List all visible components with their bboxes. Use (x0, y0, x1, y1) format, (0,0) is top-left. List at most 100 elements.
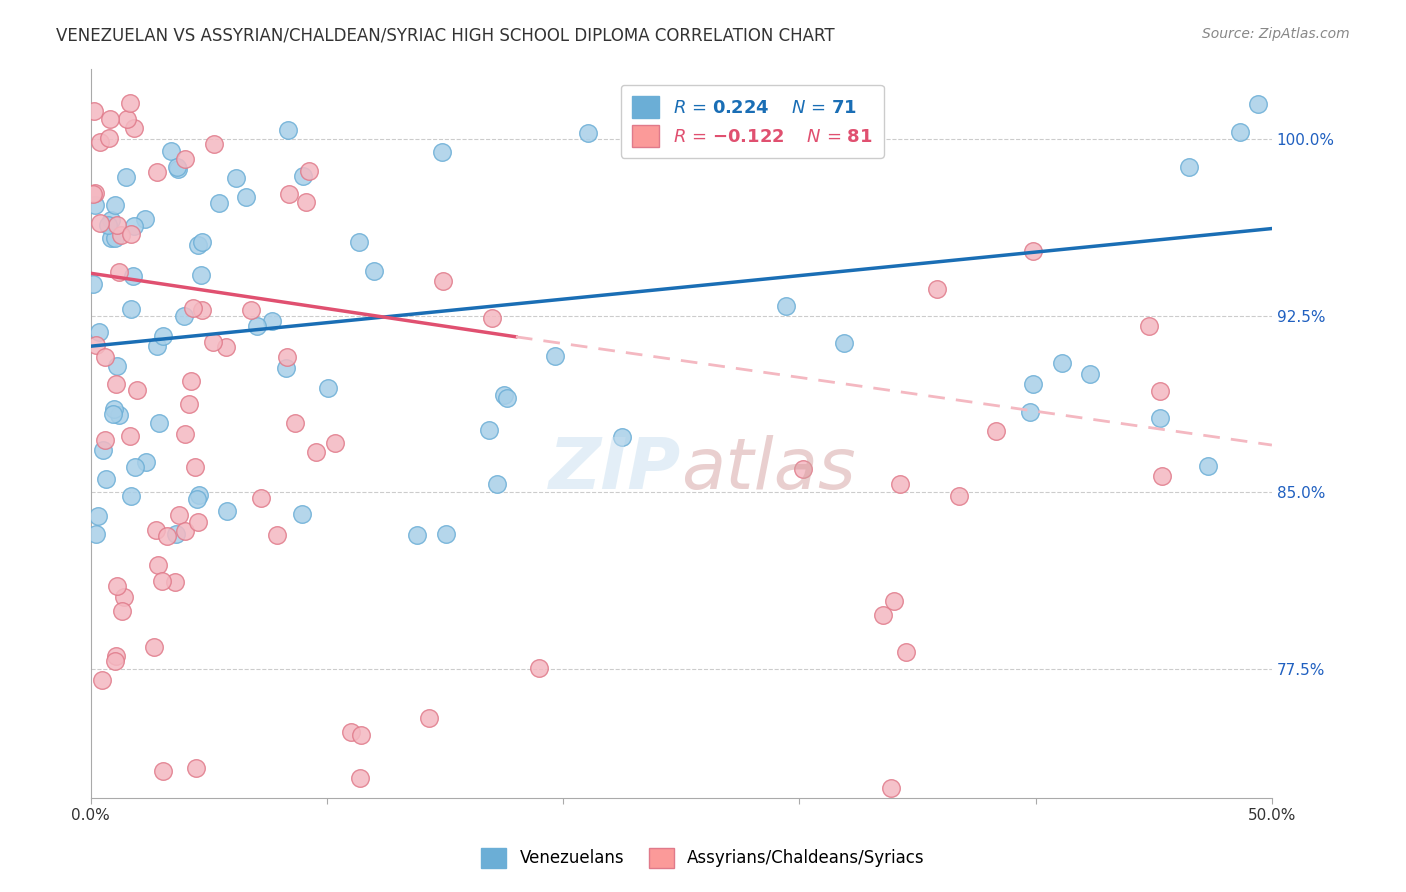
Point (1149, 384, 1171, 398)
Point (486, 477, 509, 491)
Point (418, 711, 440, 725)
Point (305, 445, 328, 459)
Point (190, 302, 212, 317)
Point (105, 359, 128, 373)
Point (173, 310, 195, 324)
Point (1021, 244, 1043, 259)
Point (105, 579, 128, 593)
Point (125, 383, 148, 397)
Point (872, 607, 894, 622)
Point (240, 302, 263, 317)
Point (124, 460, 146, 475)
Point (145, 165, 167, 179)
Point (1018, 405, 1040, 419)
Point (284, 416, 307, 430)
Point (775, 299, 797, 313)
Point (174, 524, 197, 538)
Point (120, 227, 142, 241)
Point (84, 337, 107, 351)
Point (86, 509, 108, 524)
Point (83, 198, 105, 212)
Point (187, 515, 209, 529)
Point (246, 319, 269, 334)
Point (274, 360, 297, 375)
Point (184, 459, 207, 474)
Point (114, 590, 136, 604)
Point (150, 574, 173, 588)
Point (89, 135, 111, 149)
Point (347, 235, 370, 249)
Point (406, 527, 429, 541)
Point (105, 218, 128, 232)
Legend: Venezuelans, Assyrians/Chaldeans/Syriacs: Venezuelans, Assyrians/Chaldeans/Syriacs (474, 841, 932, 875)
Point (1149, 410, 1171, 425)
Point (122, 219, 145, 234)
Point (104, 655, 127, 669)
Point (83, 186, 105, 201)
Point (262, 313, 284, 327)
Point (146, 338, 169, 352)
Point (1178, 160, 1201, 174)
Point (434, 527, 457, 541)
Point (122, 120, 145, 135)
Point (363, 263, 385, 277)
Point (105, 376, 128, 391)
Point (89, 216, 111, 230)
Point (889, 477, 911, 491)
Point (177, 397, 200, 411)
Point (792, 462, 814, 476)
Point (82, 277, 104, 291)
Point (108, 408, 131, 422)
Point (181, 301, 204, 316)
Point (156, 529, 179, 543)
Point (208, 196, 231, 211)
Point (610, 430, 633, 444)
Point (1097, 823, 1119, 838)
Point (1137, 319, 1160, 334)
Point (323, 436, 346, 450)
Point (186, 491, 208, 506)
Point (316, 381, 339, 395)
Point (148, 558, 170, 572)
Point (94, 472, 117, 486)
Point (478, 423, 501, 437)
Point (576, 126, 599, 140)
Point (174, 427, 197, 442)
Point (111, 604, 134, 618)
Point (494, 387, 516, 401)
Point (191, 235, 214, 249)
Point (167, 162, 190, 177)
Point (169, 508, 191, 522)
Point (215, 504, 238, 518)
Point (104, 198, 127, 212)
Point (202, 137, 225, 152)
Point (276, 351, 298, 365)
Text: VENEZUELAN VS ASSYRIAN/CHALDEAN/SYRIAC HIGH SCHOOL DIPLOMA CORRELATION CHART: VENEZUELAN VS ASSYRIAN/CHALDEAN/SYRIAC H… (56, 27, 835, 45)
Point (118, 95, 141, 110)
Point (883, 593, 905, 607)
Text: ZIP: ZIP (548, 435, 682, 504)
Point (165, 574, 187, 589)
Point (91, 673, 114, 688)
Point (1247, 96, 1270, 111)
Text: Source: ZipAtlas.com: Source: ZipAtlas.com (1202, 27, 1350, 41)
Point (134, 212, 156, 227)
Point (180, 374, 202, 388)
Point (340, 725, 363, 739)
Point (118, 429, 141, 443)
Point (152, 764, 174, 778)
Point (83, 104, 105, 119)
Point (896, 645, 918, 659)
Point (215, 340, 238, 354)
Point (188, 488, 211, 502)
Point (97, 130, 120, 145)
Point (110, 228, 132, 243)
Point (103, 402, 125, 417)
Point (250, 491, 273, 505)
Point (235, 190, 257, 204)
Point (266, 528, 288, 542)
Point (98, 112, 121, 127)
Point (834, 336, 856, 351)
Point (294, 195, 316, 210)
Point (1150, 468, 1173, 483)
